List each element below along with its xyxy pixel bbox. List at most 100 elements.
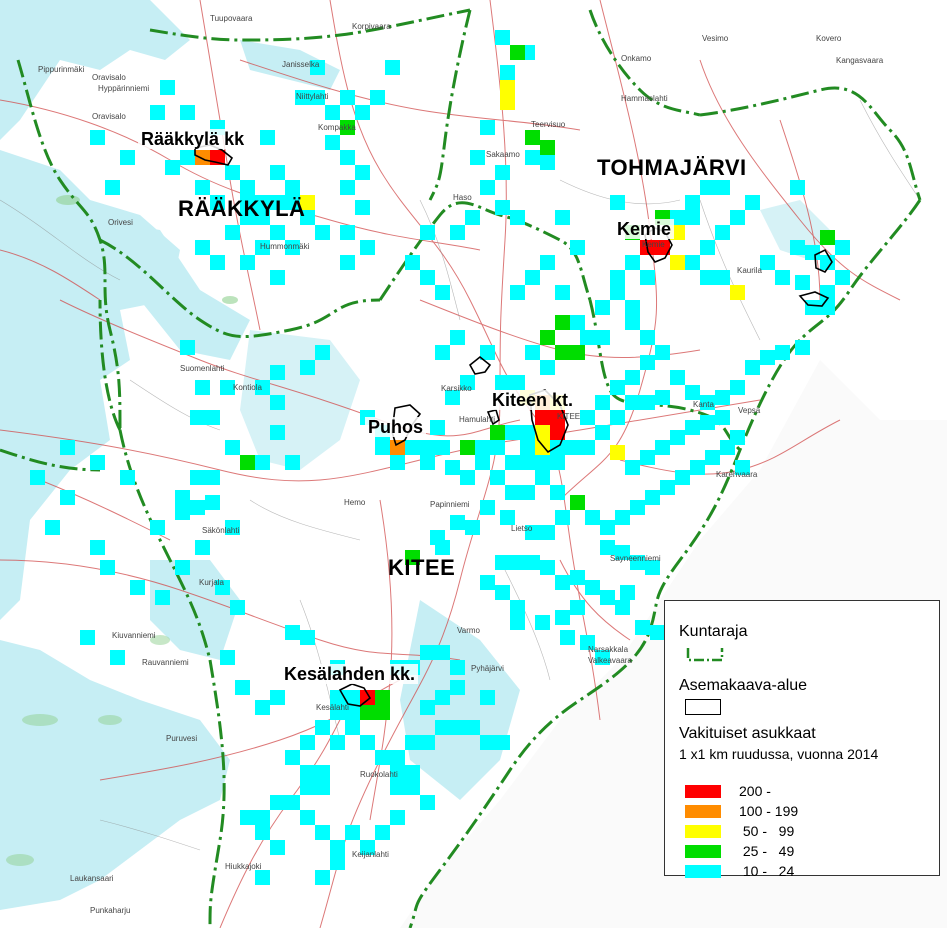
population-cell: [650, 625, 665, 640]
background-label: Teervisuo: [531, 120, 566, 129]
population-cell: [630, 500, 645, 515]
background-label: Ruokolahti: [360, 770, 398, 779]
population-cell: [555, 345, 570, 360]
legend-class-label: 25 - 49: [739, 843, 795, 859]
population-cell: [525, 525, 540, 540]
population-cell: [235, 680, 250, 695]
population-cell: [610, 285, 625, 300]
population-cell: [300, 360, 315, 375]
background-label: Tuupovaara: [210, 14, 253, 23]
population-cell: [110, 650, 125, 665]
population-cell: [540, 155, 555, 170]
population-cell: [700, 270, 715, 285]
population-cell: [700, 240, 715, 255]
population-grid: [30, 30, 850, 885]
population-cell: [225, 440, 240, 455]
population-cell: [730, 380, 745, 395]
population-cell: [555, 510, 570, 525]
population-cell: [805, 300, 820, 315]
population-cell: [120, 470, 135, 485]
population-cell: [375, 705, 390, 720]
population-cell: [525, 130, 540, 145]
population-cell: [520, 455, 535, 470]
population-cell: [385, 60, 400, 75]
population-cell: [465, 210, 480, 225]
population-cell: [570, 495, 585, 510]
background-label: Janisselka: [282, 60, 320, 69]
background-label: Korpivaara: [352, 22, 391, 31]
population-cell: [390, 780, 405, 795]
population-cell: [295, 90, 310, 105]
legend-swatch: [685, 865, 721, 878]
background-label: KITEE: [557, 412, 581, 421]
background-label: Laukansaari: [70, 874, 114, 883]
population-cell: [685, 195, 700, 210]
lake-orivesi-east: [100, 220, 250, 360]
population-cell: [150, 520, 165, 535]
population-cell: [405, 255, 420, 270]
population-cell: [330, 855, 345, 870]
population-cell: [160, 80, 175, 95]
population-cell: [835, 240, 850, 255]
population-cell: [460, 375, 475, 390]
population-cell: [495, 555, 510, 570]
population-cell: [100, 560, 115, 575]
population-cell: [315, 780, 330, 795]
population-cell: [745, 360, 760, 375]
population-cell: [285, 750, 300, 765]
background-label: Sakaamo: [486, 150, 520, 159]
population-cell: [735, 460, 750, 475]
population-cell: [610, 270, 625, 285]
population-cell: [560, 630, 575, 645]
population-cell: [175, 505, 190, 520]
zoning-kitee-c: [486, 409, 500, 426]
population-cell: [460, 470, 475, 485]
population-cell: [640, 330, 655, 345]
population-cell: [700, 180, 715, 195]
population-cell: [255, 240, 270, 255]
population-cell: [495, 735, 510, 750]
population-cell: [240, 455, 255, 470]
population-cell: [570, 600, 585, 615]
population-cell: [450, 515, 465, 530]
population-cell: [600, 520, 615, 535]
population-cell: [435, 690, 450, 705]
population-cell: [580, 330, 595, 345]
population-cell: [550, 410, 565, 425]
background-label: Kovero: [816, 34, 842, 43]
population-cell: [595, 395, 610, 410]
population-cell: [465, 720, 480, 735]
population-cell: [660, 480, 675, 495]
population-cell: [270, 690, 285, 705]
boundary-symbol: [686, 648, 724, 662]
population-cell: [775, 345, 790, 360]
population-cell: [120, 150, 135, 165]
population-cell: [480, 735, 495, 750]
background-label: Papinniemi: [430, 500, 470, 509]
population-cell: [300, 210, 315, 225]
legend-class-label: 200 -: [739, 783, 771, 799]
population-cell: [355, 105, 370, 120]
background-label: Punkaharju: [90, 906, 131, 915]
population-cell: [625, 255, 640, 270]
population-cell: [685, 255, 700, 270]
population-cell: [420, 645, 435, 660]
population-cell: [340, 90, 355, 105]
population-cell: [270, 840, 285, 855]
population-cell: [420, 440, 435, 455]
population-cell: [195, 240, 210, 255]
background-label: Kurjala: [199, 578, 224, 587]
population-cell: [370, 90, 385, 105]
population-cell: [270, 165, 285, 180]
background-label: Säkönlahti: [202, 526, 240, 535]
population-cell: [375, 690, 390, 705]
population-cell: [300, 630, 315, 645]
population-cell: [805, 245, 820, 260]
population-cell: [790, 240, 805, 255]
lake-puruvesi: [0, 640, 230, 910]
population-cell: [315, 825, 330, 840]
population-cell: [495, 200, 510, 215]
population-cell: [715, 225, 730, 240]
population-cell: [315, 765, 330, 780]
